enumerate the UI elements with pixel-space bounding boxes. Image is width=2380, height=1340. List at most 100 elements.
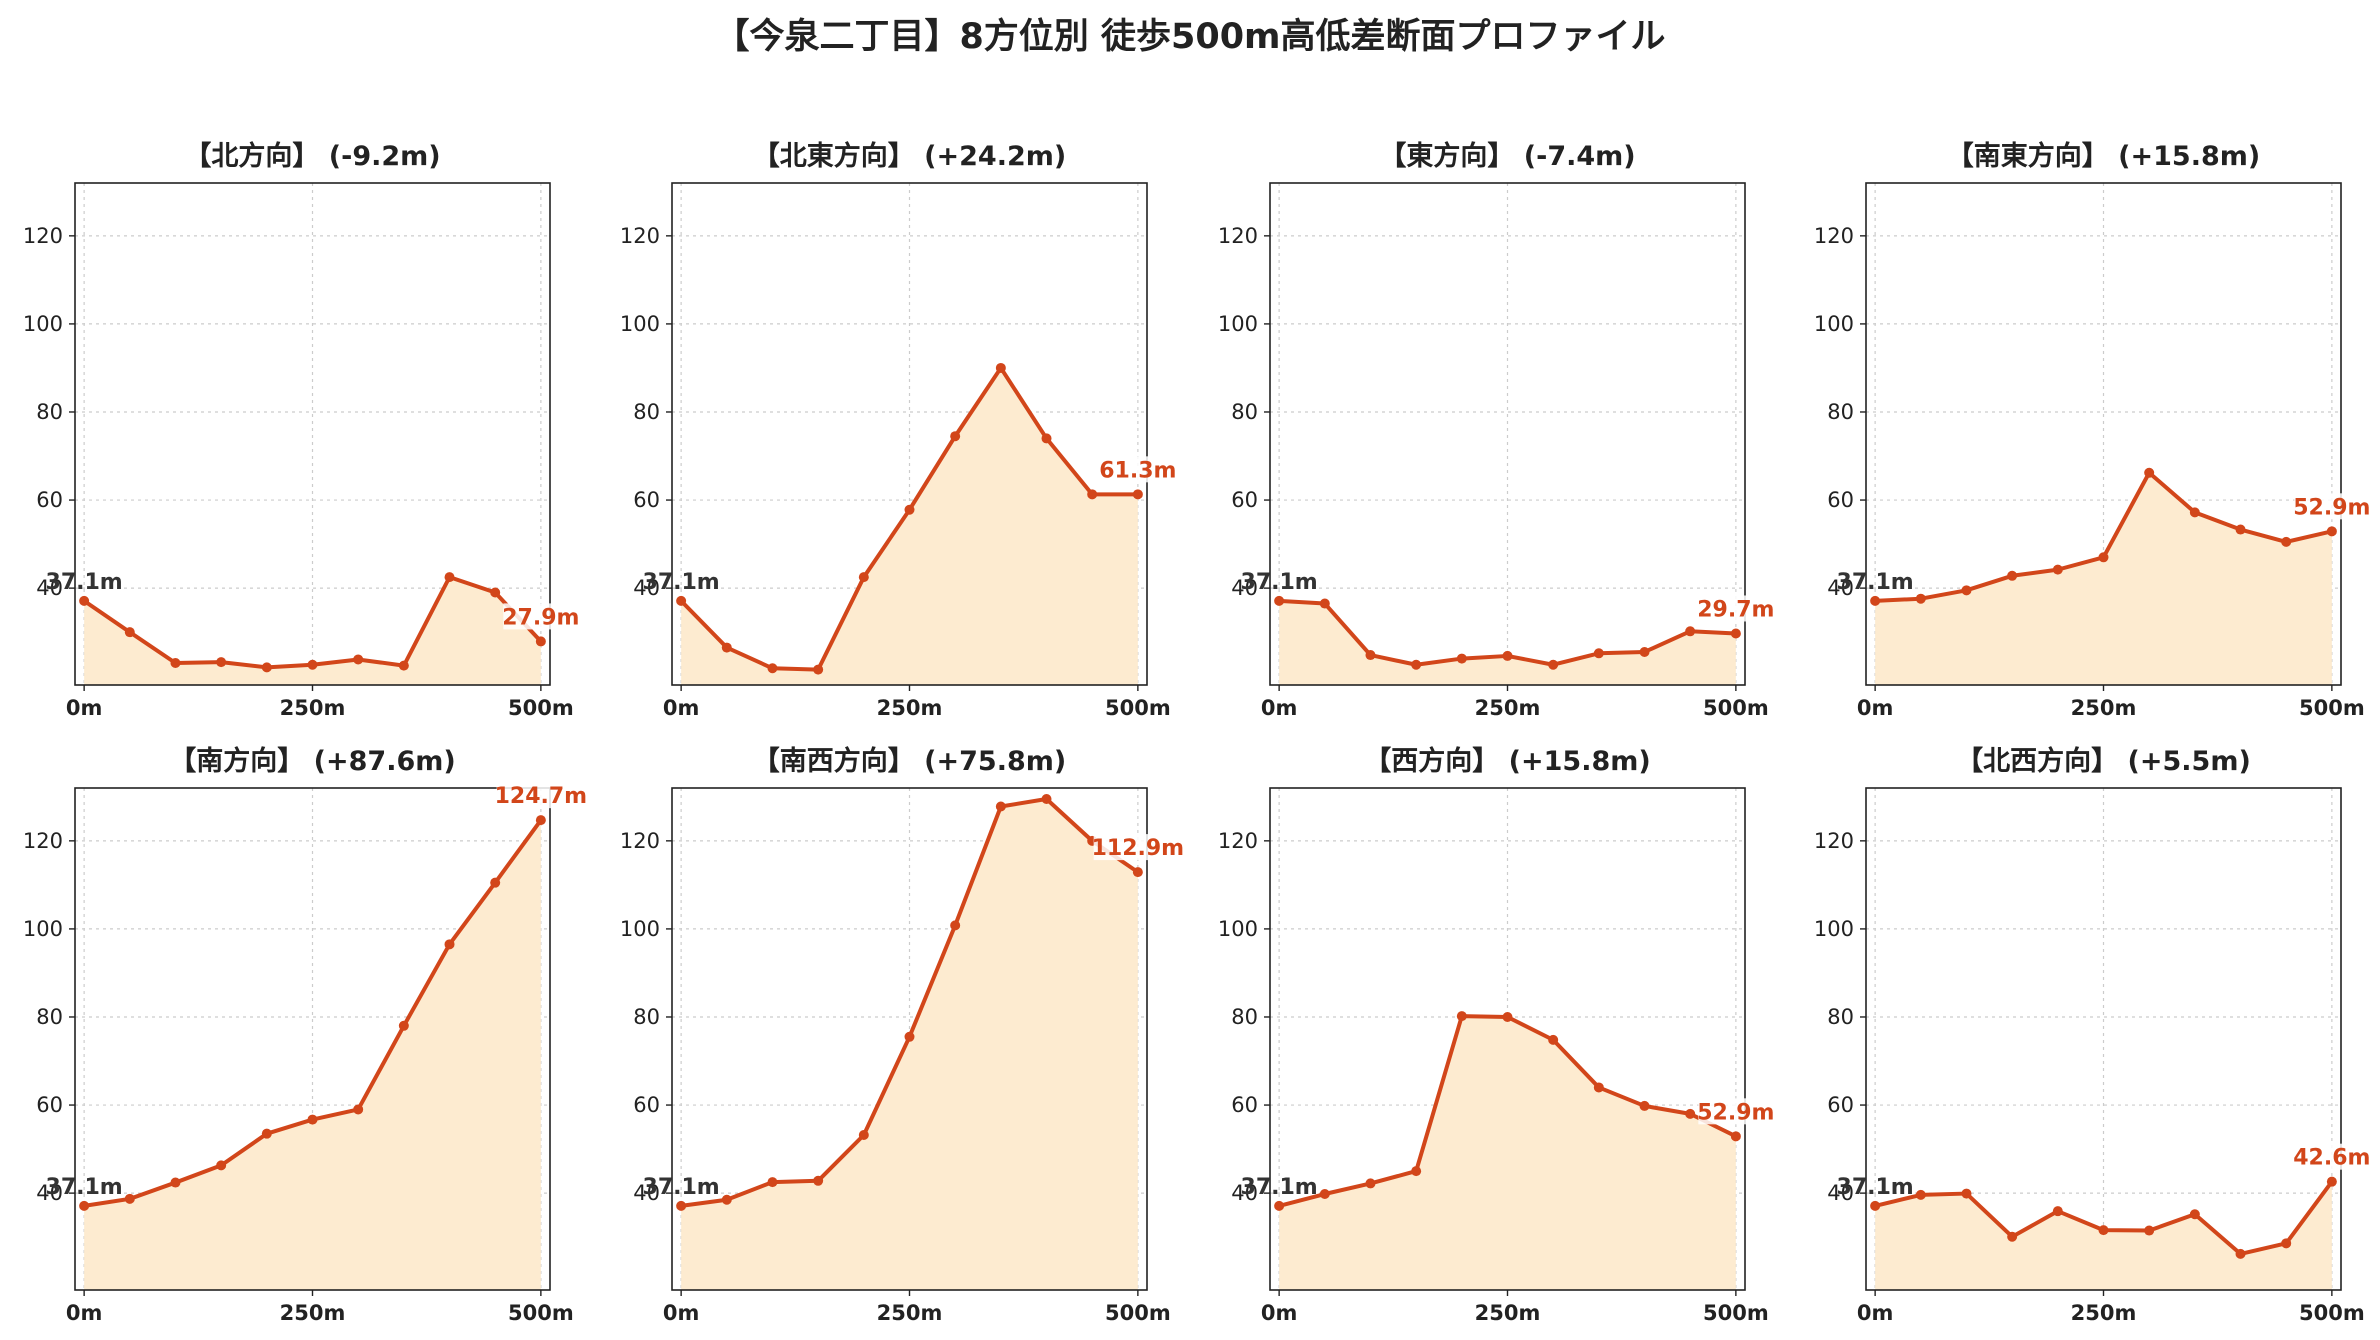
data-point <box>1502 650 1513 661</box>
y-tick-label: 100 <box>1218 917 1258 941</box>
data-point <box>1593 1082 1604 1093</box>
x-tick-label: 0m <box>66 696 103 720</box>
data-point <box>1319 598 1330 609</box>
data-point <box>1685 1108 1696 1119</box>
x-tick-label: 0m <box>1857 1301 1894 1325</box>
data-point <box>767 663 778 674</box>
data-point <box>1685 626 1696 637</box>
end-label-box <box>496 782 586 809</box>
elevation-area <box>1875 472 2332 685</box>
data-point <box>1548 659 1559 670</box>
data-point <box>1365 650 1376 661</box>
y-tick-label: 80 <box>36 1005 63 1029</box>
end-label-box <box>1698 595 1774 622</box>
y-tick-label: 40 <box>1827 1181 1854 1205</box>
end-label-box <box>503 603 579 630</box>
end-label-box <box>2294 493 2370 520</box>
data-point <box>1961 585 1972 596</box>
x-tick-label: 500m <box>1703 696 1769 720</box>
data-point <box>2326 526 2337 537</box>
data-point <box>1502 1011 1513 1022</box>
x-tick-label: 250m <box>2071 1301 2137 1325</box>
end-elevation-label: 52.9m <box>1697 1100 1774 1125</box>
data-point <box>2052 564 2063 575</box>
start-elevation-label: 37.1m <box>1837 570 1914 595</box>
start-elevation-label: 37.1m <box>643 1175 720 1200</box>
data-point <box>995 801 1006 812</box>
x-tick-label: 250m <box>877 696 943 720</box>
x-tick-label: 250m <box>1475 1301 1541 1325</box>
data-point <box>1730 628 1741 639</box>
y-tick-label: 120 <box>23 829 63 853</box>
data-point <box>1915 1189 1926 1200</box>
x-tick-label: 250m <box>280 1301 346 1325</box>
data-point <box>535 815 546 826</box>
data-point <box>1274 1200 1285 1211</box>
data-point <box>261 1128 272 1139</box>
data-point <box>1639 1100 1650 1111</box>
elevation-area <box>84 577 541 685</box>
y-tick-label: 40 <box>633 1181 660 1205</box>
x-tick-label: 0m <box>663 696 700 720</box>
y-tick-label: 40 <box>1231 576 1258 600</box>
data-point <box>79 595 90 606</box>
data-point <box>813 664 824 675</box>
data-point <box>995 362 1006 373</box>
x-tick-label: 0m <box>663 1301 700 1325</box>
end-label-box <box>1093 834 1183 861</box>
x-tick-label: 250m <box>2071 696 2137 720</box>
y-tick-label: 80 <box>1231 1005 1258 1029</box>
y-tick-label: 100 <box>23 917 63 941</box>
data-point <box>1411 659 1422 670</box>
data-point <box>1456 653 1467 664</box>
start-elevation-label: 37.1m <box>46 570 123 595</box>
end-elevation-label: 124.7m <box>495 784 588 809</box>
subplot-8: 【北西方向】 (+5.5m) 40 60 80 100 120 0m 250m 500m 37.1… <box>1814 745 2371 1325</box>
data-point <box>2052 1206 2063 1217</box>
data-point <box>490 587 501 598</box>
y-tick-label: 40 <box>36 1181 63 1205</box>
y-tick-label: 120 <box>620 829 660 853</box>
elevation-area <box>84 820 541 1290</box>
data-point <box>904 504 915 515</box>
subplot-1: 【北方向】 (-9.2m) 40 60 80 100 120 0m 250m 500m 37.1m… <box>23 140 580 720</box>
end-elevation-label: 52.9m <box>2293 495 2370 520</box>
y-tick-label: 100 <box>1814 312 1854 336</box>
plot-frame <box>1865 787 2342 1291</box>
end-elevation-label: 61.3m <box>1099 458 1176 483</box>
data-point <box>1274 595 1285 606</box>
data-point <box>2235 524 2246 535</box>
y-tick-label: 60 <box>633 488 660 512</box>
y-tick-label: 120 <box>1218 829 1258 853</box>
data-point <box>2144 1225 2155 1236</box>
data-point <box>124 1193 135 1204</box>
data-point <box>535 636 546 647</box>
x-tick-label: 500m <box>1105 696 1171 720</box>
data-point <box>307 659 318 670</box>
data-point <box>79 1200 90 1211</box>
y-tick-label: 80 <box>36 400 63 424</box>
end-label-box <box>1698 1098 1774 1125</box>
data-point <box>1730 1131 1741 1142</box>
y-tick-label: 40 <box>36 576 63 600</box>
data-point <box>444 572 455 583</box>
y-tick-label: 100 <box>620 917 660 941</box>
data-point <box>170 1177 181 1188</box>
plot-frame <box>671 787 1148 1291</box>
x-tick-label: 500m <box>1703 1301 1769 1325</box>
y-tick-label: 80 <box>1231 400 1258 424</box>
data-point <box>2007 1231 2018 1242</box>
data-point <box>216 1160 227 1171</box>
chart-suptitle: 【今泉二丁目】8方位別 徒歩500m高低差断面プロファイル <box>714 17 1666 57</box>
end-elevation-label: 29.7m <box>1697 597 1774 622</box>
elevation-area <box>1279 600 1736 685</box>
x-tick-label: 250m <box>877 1301 943 1325</box>
x-tick-label: 0m <box>66 1301 103 1325</box>
data-point <box>490 877 501 888</box>
data-point <box>721 642 732 653</box>
plot-frame <box>1865 182 2342 686</box>
data-point <box>1411 1166 1422 1177</box>
subplot-title: 【南東方向】 (+15.8m) <box>1947 140 2260 172</box>
data-point <box>2144 467 2155 478</box>
end-label-box <box>1100 456 1176 483</box>
